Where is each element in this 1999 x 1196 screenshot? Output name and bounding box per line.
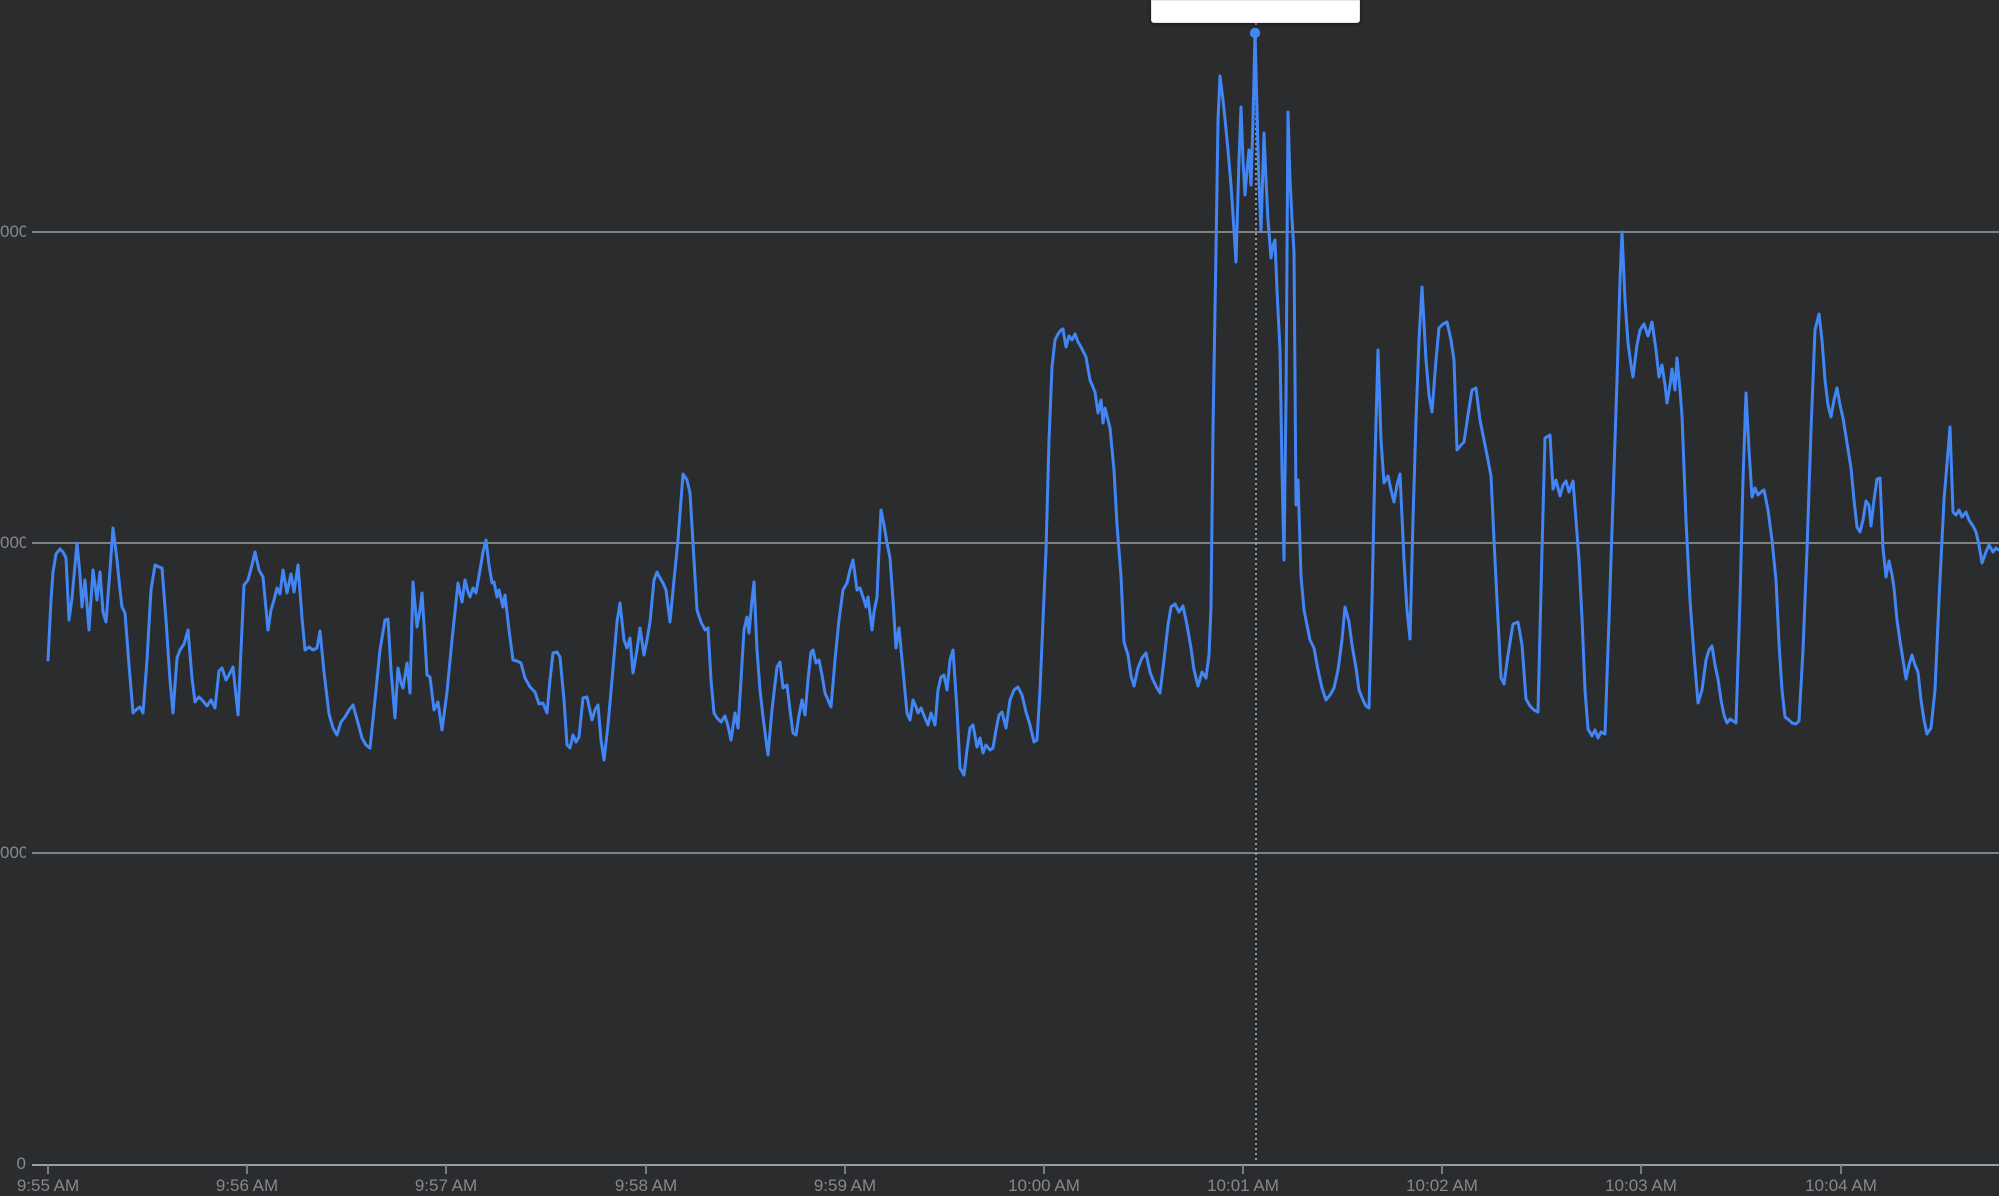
x-axis-label: 9:58 AM (614, 1176, 678, 1195)
x-axis-label: 10:04 AM (1805, 1176, 1877, 1195)
y-axis-label: 000 (0, 843, 26, 862)
y-axis-label: 0 (16, 1154, 26, 1173)
series-line (46, 31, 1999, 777)
selected-point-marker (1249, 27, 1261, 39)
y-axis-label: 000 (0, 222, 26, 241)
x-axis-label: 9:56 AM (215, 1176, 279, 1195)
x-axis-label: 9:57 AM (414, 1176, 478, 1195)
x-axis-label: 9:55 AM (16, 1176, 80, 1195)
x-axis-label: 10:01 AM (1207, 1176, 1279, 1195)
y-axis-label: 000 (0, 533, 26, 552)
x-axis-label: 10:00 AM (1008, 1176, 1080, 1195)
x-axis-label: 9:59 AM (813, 1176, 877, 1195)
x-axis-label: 10:03 AM (1605, 1176, 1677, 1195)
x-axis-label: 10:02 AM (1406, 1176, 1478, 1195)
tooltip (1151, 0, 1360, 23)
